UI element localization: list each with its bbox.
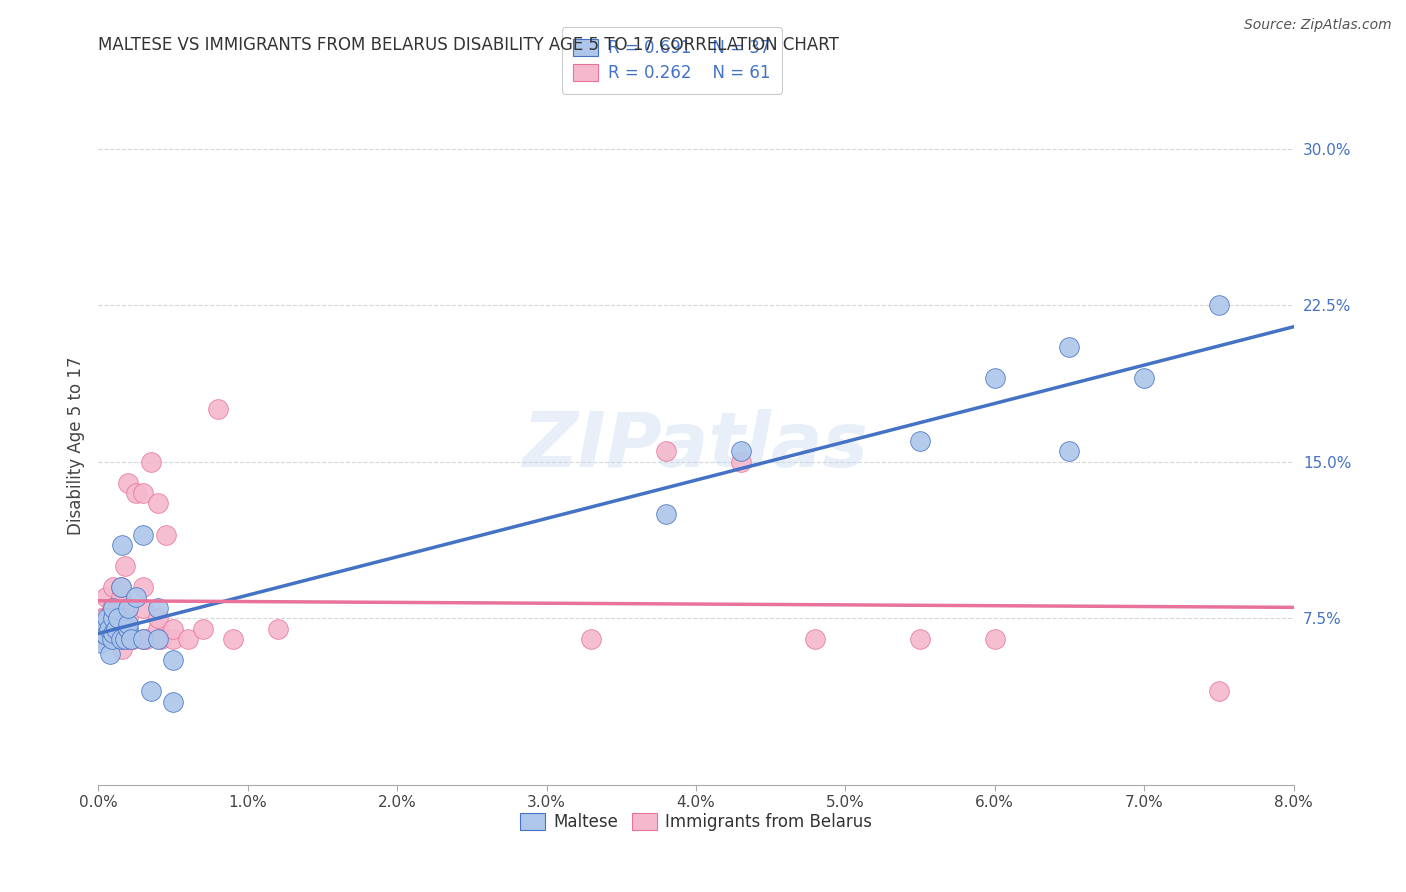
Point <box>1059 340 1081 354</box>
Point <box>207 402 229 417</box>
Point <box>101 600 124 615</box>
Point <box>132 527 155 541</box>
Point <box>117 600 139 615</box>
Point <box>132 600 155 615</box>
Point <box>162 694 184 708</box>
Legend: Maltese, Immigrants from Belarus: Maltese, Immigrants from Belarus <box>513 806 879 838</box>
Point <box>908 632 931 646</box>
Point <box>162 653 184 667</box>
Point <box>117 475 139 490</box>
Point <box>162 622 184 636</box>
Point <box>105 622 128 636</box>
Point <box>267 622 290 636</box>
Point <box>107 611 129 625</box>
Point <box>104 632 127 646</box>
Y-axis label: Disability Age 5 to 17: Disability Age 5 to 17 <box>66 357 84 535</box>
Point <box>91 632 114 646</box>
Point <box>148 611 170 625</box>
Point <box>103 600 125 615</box>
Point <box>804 632 827 646</box>
Point <box>117 632 139 646</box>
Point <box>730 444 752 458</box>
Point <box>125 486 148 500</box>
Point <box>191 622 214 636</box>
Point <box>103 632 125 646</box>
Point <box>94 591 117 605</box>
Point <box>655 444 678 458</box>
Point <box>132 632 155 646</box>
Point <box>97 622 120 636</box>
Point <box>108 600 131 615</box>
Point <box>96 632 118 646</box>
Point <box>1208 298 1230 312</box>
Point <box>177 632 200 646</box>
Point <box>135 632 157 646</box>
Point <box>1059 444 1081 458</box>
Point <box>139 684 162 698</box>
Point <box>90 611 112 625</box>
Point <box>120 632 142 646</box>
Point <box>93 617 115 632</box>
Point <box>1208 684 1230 698</box>
Point <box>120 632 142 646</box>
Point <box>655 507 678 521</box>
Point <box>96 611 118 625</box>
Point <box>114 632 136 646</box>
Point <box>132 632 155 646</box>
Point <box>984 371 1007 385</box>
Point <box>111 538 134 552</box>
Point <box>908 434 931 448</box>
Point <box>98 647 122 661</box>
Point <box>132 486 155 500</box>
Point <box>121 632 143 646</box>
Point <box>107 611 129 625</box>
Point <box>150 632 173 646</box>
Point <box>581 632 603 646</box>
Point <box>139 455 162 469</box>
Point <box>89 632 111 646</box>
Point <box>94 628 117 642</box>
Point <box>117 617 139 632</box>
Point <box>105 622 128 636</box>
Point <box>148 632 170 646</box>
Point <box>90 636 112 650</box>
Point <box>94 632 117 646</box>
Point <box>97 622 120 636</box>
Point <box>103 625 125 640</box>
Point <box>91 622 114 636</box>
Point <box>98 611 122 625</box>
Point <box>114 558 136 573</box>
Point <box>111 642 134 657</box>
Point <box>148 600 170 615</box>
Point <box>162 632 184 646</box>
Point <box>730 455 752 469</box>
Point <box>93 632 115 646</box>
Point <box>148 496 170 510</box>
Point <box>110 580 132 594</box>
Text: MALTESE VS IMMIGRANTS FROM BELARUS DISABILITY AGE 5 TO 17 CORRELATION CHART: MALTESE VS IMMIGRANTS FROM BELARUS DISAB… <box>98 36 839 54</box>
Point <box>101 632 124 646</box>
Point <box>110 632 132 646</box>
Point <box>155 527 177 541</box>
Point <box>1133 371 1156 385</box>
Point <box>91 625 114 640</box>
Point <box>110 580 132 594</box>
Point <box>148 622 170 636</box>
Point <box>984 632 1007 646</box>
Point <box>112 611 135 625</box>
Point <box>222 632 245 646</box>
Point <box>117 622 139 636</box>
Text: ZIPatlas: ZIPatlas <box>523 409 869 483</box>
Point <box>103 611 125 625</box>
Point <box>93 611 115 625</box>
Point <box>103 580 125 594</box>
Point <box>117 611 139 625</box>
Point <box>125 591 148 605</box>
Point <box>110 591 132 605</box>
Text: Source: ZipAtlas.com: Source: ZipAtlas.com <box>1244 18 1392 32</box>
Point <box>132 580 155 594</box>
